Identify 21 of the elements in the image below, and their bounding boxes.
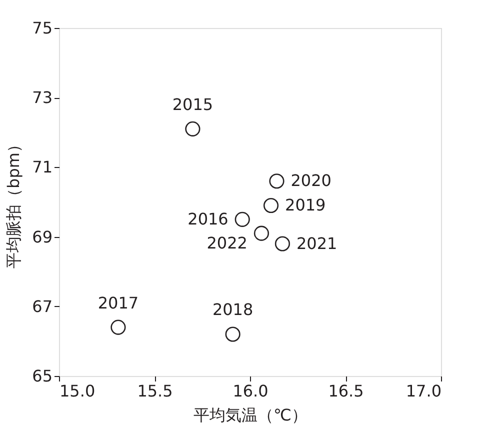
annotation: 2016 xyxy=(188,209,228,228)
x-tick-label: 15.0 xyxy=(60,382,96,400)
y-tick-label: 67 xyxy=(32,296,52,316)
annotation: 2022 xyxy=(206,233,248,252)
annotation: 2015 xyxy=(172,94,214,114)
x-tick-label: 16.0 xyxy=(232,382,268,400)
x-tick-label: 16.5 xyxy=(328,382,364,400)
annotation: 2017 xyxy=(98,293,139,312)
x-axis-title: 平均気温（℃） xyxy=(194,406,308,424)
x-tick-label: 15.5 xyxy=(137,382,173,400)
y-tick-label: 65 xyxy=(32,366,52,386)
y-tick-label: 69 xyxy=(32,227,52,246)
y-tick-label: 75 xyxy=(32,18,52,38)
y-tick-label: 73 xyxy=(32,88,52,108)
y-tick-label: 71 xyxy=(32,158,52,177)
annotation: 2021 xyxy=(296,234,338,253)
annotation: 2019 xyxy=(285,195,326,214)
annotation: 2020 xyxy=(290,171,332,190)
y-axis-title: 平均脈拍（bpm） xyxy=(4,136,24,268)
x-tick-label: 17.0 xyxy=(406,382,442,400)
annotation: 2018 xyxy=(212,300,254,320)
